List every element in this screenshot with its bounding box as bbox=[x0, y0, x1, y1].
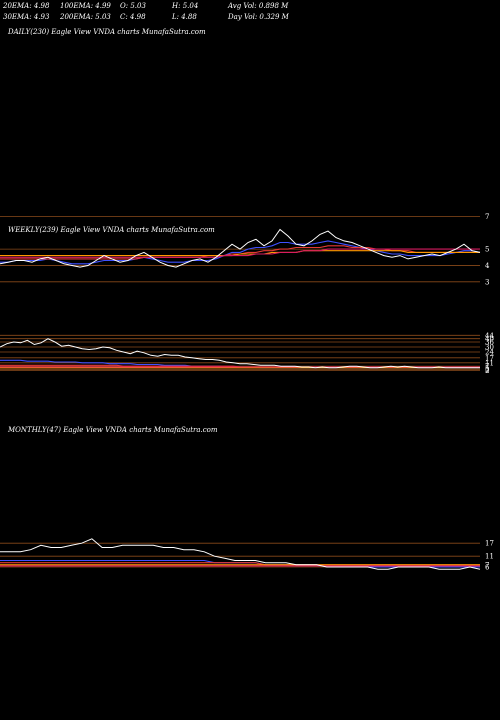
tick-label: 44 bbox=[485, 332, 494, 340]
tick-label: 30 bbox=[485, 344, 494, 352]
tick-label: 5 bbox=[485, 246, 489, 254]
tick-label: 11 bbox=[485, 359, 494, 367]
monthly-panel-label: MONTHLY(47) Eagle View VNDA charts Munaf… bbox=[8, 426, 218, 434]
indicator-100ema: 100EMA: 4.99 bbox=[60, 2, 111, 10]
indicator-c: C: 4.98 bbox=[120, 13, 146, 21]
tick-label: 3 bbox=[485, 278, 489, 286]
series-line bbox=[0, 240, 481, 265]
tick-label: 4 bbox=[485, 262, 490, 270]
series-line bbox=[0, 248, 480, 258]
daily-panel-label: DAILY(230) Eagle View VNDA charts Munafa… bbox=[8, 28, 206, 36]
tick-label: 7 bbox=[485, 561, 489, 569]
tick-label: 5 bbox=[485, 364, 489, 372]
indicator-avgvol: Avg Vol: 0.898 M bbox=[228, 2, 289, 10]
tick-label: 2 bbox=[485, 367, 489, 375]
tick-label: 40 bbox=[485, 335, 494, 343]
series-line bbox=[0, 538, 481, 570]
indicator-30ema: 30EMA: 4.93 bbox=[3, 13, 50, 21]
tick-label: 6 bbox=[485, 564, 490, 572]
chart-weekly: 7 5 4 3 bbox=[0, 213, 490, 286]
series-line bbox=[0, 338, 480, 369]
tick-label: 36 bbox=[485, 339, 494, 347]
series-line bbox=[0, 228, 481, 268]
tick-label: 11 bbox=[485, 553, 494, 561]
tick-label: 17 bbox=[485, 354, 494, 362]
tick-label: 3 bbox=[485, 366, 489, 374]
tick-label: 7 bbox=[485, 213, 489, 221]
indicator-200ema: 200EMA: 5.03 bbox=[60, 13, 111, 21]
tick-label: 7 bbox=[485, 363, 489, 371]
weekly-panel-label: WEEKLY(239) Eagle View VNDA charts Munaf… bbox=[8, 226, 215, 234]
tick-label: 17 bbox=[485, 540, 494, 548]
indicator-20ema: 20EMA: 4.98 bbox=[3, 2, 50, 10]
tick-label: 24 bbox=[485, 349, 494, 357]
indicator-o: O: 5.03 bbox=[120, 2, 146, 10]
indicator-dayvol: Day Vol: 0.329 M bbox=[228, 13, 289, 21]
series-line bbox=[0, 250, 480, 257]
indicator-h: H: 5.04 bbox=[172, 2, 199, 10]
indicator-l: L: 4.88 bbox=[172, 13, 197, 21]
